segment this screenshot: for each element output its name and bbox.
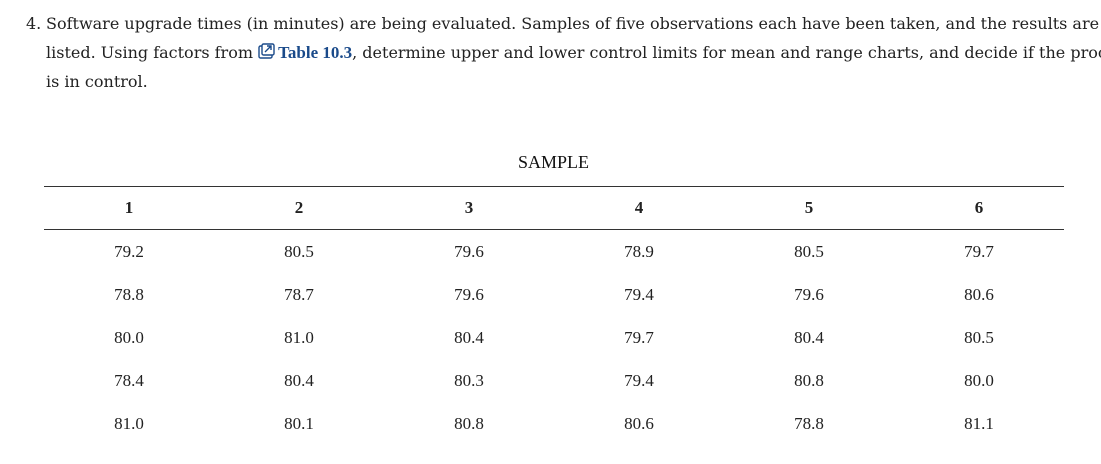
table-cell: 79.7: [624, 327, 654, 347]
table-cell: 80.5: [284, 241, 314, 261]
table-cell: 81.0: [284, 327, 314, 347]
table-cell: 81.0: [114, 413, 144, 433]
table-cell: 80.8: [794, 370, 824, 390]
table-cell: 80.3: [454, 370, 484, 390]
question-line-3: is in control.: [26, 67, 1086, 96]
table-reference-link[interactable]: Table 10.3: [258, 43, 352, 62]
table-cell: 80.1: [284, 413, 314, 433]
question-number: 4.: [26, 14, 42, 33]
table-cell: 80.4: [794, 327, 824, 347]
table-cell: 78.9: [624, 241, 654, 261]
table-cell: 78.4: [114, 370, 144, 390]
table-cell: 80.6: [624, 413, 654, 433]
table-cell: 79.6: [794, 284, 824, 304]
table-cell: 78.7: [284, 284, 314, 304]
table-cell: 79.7: [964, 241, 994, 261]
question-line-1-text: Software upgrade times (in minutes) are …: [46, 14, 1101, 33]
table-row: 80.0 81.0 80.4 79.7 80.4 80.5: [44, 316, 1064, 359]
column-header: 3: [384, 186, 554, 230]
question-line-2-before: listed. Using factors from: [46, 43, 254, 62]
column-header: 6: [894, 186, 1064, 230]
table-cell: 80.4: [284, 370, 314, 390]
external-link-icon: [258, 43, 275, 59]
table-row: 78.4 80.4 80.3 79.4 80.8 80.0: [44, 359, 1064, 402]
table-cell: 79.2: [114, 241, 144, 261]
table-cell: 80.5: [794, 241, 824, 261]
question-line-1: 4. Software upgrade times (in minutes) ar…: [26, 9, 1101, 38]
table-reference-label[interactable]: Table 10.3: [278, 43, 353, 62]
question-line-2: listed. Using factors from Table 10.3, d…: [26, 38, 1101, 67]
table-header-row: 1 2 3 4 5 6: [44, 186, 1064, 230]
table-caption: SAMPLE: [517, 152, 589, 172]
table-cell: 78.8: [114, 284, 144, 304]
column-header: 1: [44, 186, 214, 230]
table-row: 81.0 80.1 80.8 80.6 78.8 81.1: [44, 402, 1064, 445]
question-line-3-text: is in control.: [46, 72, 148, 91]
sample-table: 1 2 3 4 5 6 79.2 80.5 79.6 78.9 80.5 79.…: [44, 186, 1064, 445]
table-cell: 79.4: [624, 370, 654, 390]
table-row: 79.2 80.5 79.6 78.9 80.5 79.7: [44, 230, 1064, 274]
table-cell: 78.8: [794, 413, 824, 433]
table-cell: 79.4: [624, 284, 654, 304]
table-cell: 80.6: [964, 284, 994, 304]
table-cell: 80.8: [454, 413, 484, 433]
table-cell: 81.1: [964, 413, 994, 433]
column-header: 4: [554, 186, 724, 230]
column-header: 2: [214, 186, 384, 230]
question-text: 4. Software upgrade times (in minutes) ar…: [26, 9, 1101, 96]
table-cell: 80.5: [964, 327, 994, 347]
table-row: 78.8 78.7 79.6 79.4 79.6 80.6: [44, 273, 1064, 316]
table-cell: 80.0: [114, 327, 144, 347]
question-line-2-after: , determine upper and lower control limi…: [352, 43, 1101, 62]
column-header: 5: [724, 186, 894, 230]
table-cell: 80.0: [964, 370, 994, 390]
table-cell: 79.6: [454, 241, 484, 261]
table-cell: 79.6: [454, 284, 484, 304]
table-cell: 80.4: [454, 327, 484, 347]
